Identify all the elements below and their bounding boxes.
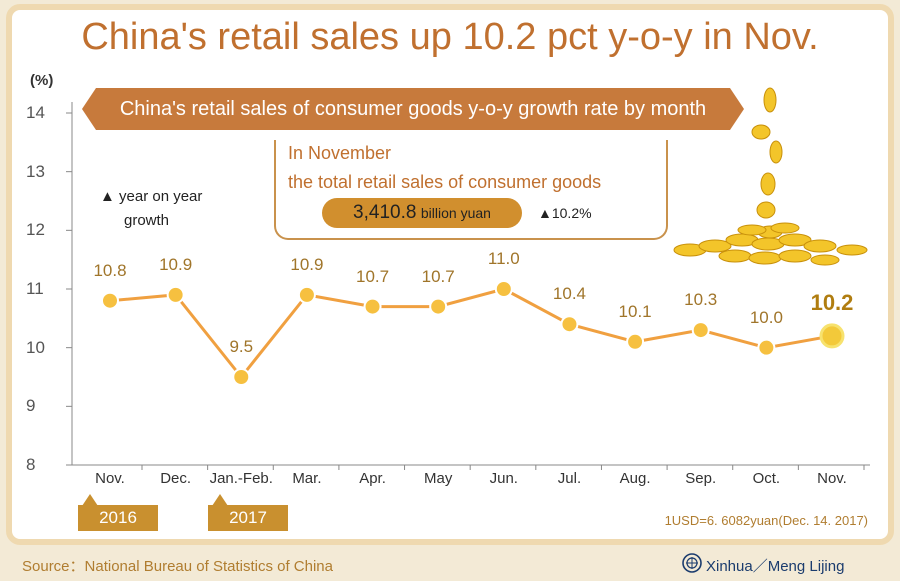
data-label: 10.8 [93, 260, 127, 280]
data-point [560, 315, 579, 334]
data-point [101, 291, 119, 310]
data-point [363, 297, 382, 316]
data-point [757, 338, 776, 357]
x-tick-label: Aug. [619, 470, 651, 487]
y-tick-label: 12 [26, 220, 45, 240]
y-tick-label: 8 [26, 455, 36, 474]
info-line-1: In November [288, 143, 392, 163]
exchange-rate-note: 1USD=6. 6082yuan(Dec. 14. 2017) [664, 513, 868, 528]
series-line [109, 287, 833, 380]
data-label: 10.9 [290, 254, 324, 274]
amount-pill: 3,410.8 billion yuan [322, 198, 522, 228]
x-tick-label: Jun. [489, 470, 518, 487]
data-label: 10.1 [618, 301, 652, 321]
data-point [297, 285, 316, 304]
data-label: 10.4 [552, 284, 586, 304]
x-tick-label: Nov. [95, 470, 125, 487]
source-note: Source：National Bureau of Statistics of … [22, 558, 333, 575]
data-label: 10.7 [421, 266, 455, 286]
legend-line-1: ▲ year on year [100, 188, 203, 205]
page-title: China's retail sales up 10.2 pct y-o-y i… [81, 16, 819, 58]
data-label: 9.5 [229, 337, 254, 356]
ribbon-banner [82, 88, 744, 130]
x-tick-label: Sep. [685, 470, 717, 487]
x-tick-label: May [424, 470, 453, 487]
amount-value: 3,410.8 [353, 202, 417, 223]
y-axis-unit: (%) [30, 72, 54, 89]
y-tick-marks [66, 112, 72, 466]
y-tick-label: 13 [26, 161, 45, 181]
year-label-2016: 2016 [78, 505, 158, 531]
data-label: 10.7 [355, 266, 390, 286]
xinhua-logo-icon [682, 553, 702, 573]
x-tick-marks [141, 465, 865, 470]
x-tick-label: Mar. [292, 470, 322, 487]
credit-line: Xinhua／Meng Lijing [706, 558, 845, 575]
x-tick-label: Jan.-Feb. [209, 470, 273, 487]
y-tick-label: 14 [26, 103, 45, 122]
y-tick-label: 11 [26, 279, 44, 298]
data-label: 10.9 [159, 254, 193, 274]
data-point [819, 323, 845, 349]
data-label: 11.0 [487, 249, 520, 268]
data-points [101, 280, 845, 386]
data-point [626, 332, 645, 351]
chart-subtitle: China's retail sales of consumer goods y… [119, 98, 707, 120]
y-tick-label: 10 [26, 337, 45, 357]
data-label: 10.0 [749, 307, 783, 327]
x-tick-label: Jul. [557, 470, 582, 487]
data-label: 10.3 [684, 290, 718, 310]
data-point [494, 280, 513, 298]
data-point [166, 285, 185, 304]
growth-value: ▲10.2% [538, 205, 592, 221]
x-tick-label: Oct. [752, 470, 781, 487]
data-point [232, 368, 251, 386]
legend-line-2: growth [124, 212, 170, 229]
x-tick-label: Apr. [359, 470, 386, 487]
data-point [691, 321, 710, 340]
y-tick-label: 9 [26, 396, 36, 416]
x-tick-label: Nov. [817, 470, 847, 487]
data-point [429, 297, 448, 316]
info-line-2: the total retail sales of consumer goods [288, 172, 602, 192]
x-tick-label: Dec. [160, 470, 192, 487]
data-label: 10.2 [810, 289, 854, 315]
year-label-2017: 2017 [208, 505, 288, 531]
amount-unit: billion yuan [420, 205, 491, 221]
